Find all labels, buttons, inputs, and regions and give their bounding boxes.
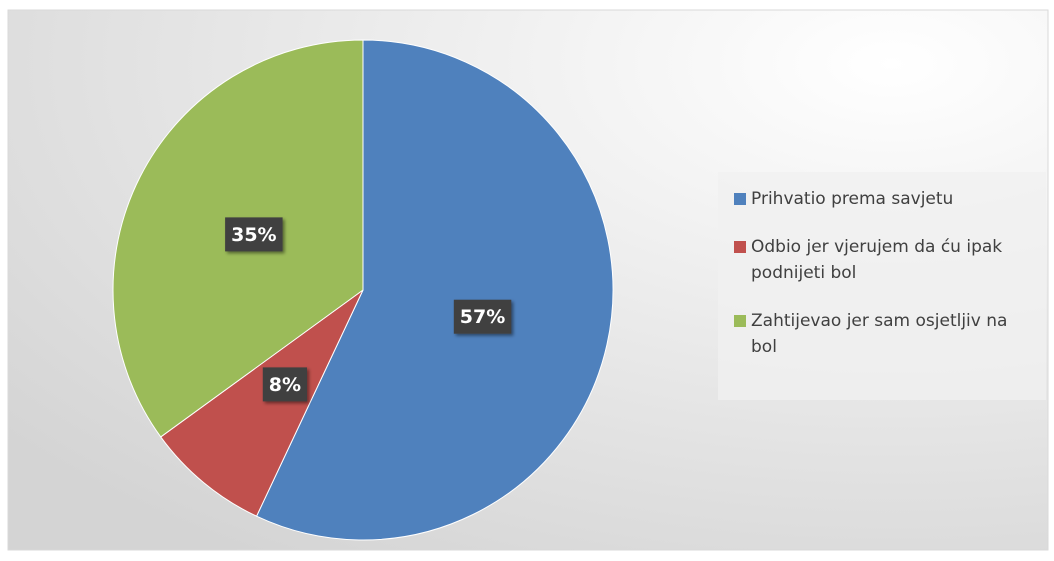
data-label-box	[262, 367, 308, 402]
data-label: 35%	[225, 217, 283, 252]
legend: Prihvatio prema savjetu Odbio jer vjeruje…	[718, 172, 1046, 400]
legend-entry: Odbio jer vjerujem da ću ipak podnijeti …	[734, 234, 1036, 286]
pie-slice	[160, 289, 364, 517]
legend-label: Zahtijevao jer sam osjetljiv na bol	[751, 311, 1008, 357]
pie-slice	[255, 39, 614, 541]
data-label-box	[225, 217, 283, 252]
legend-swatch	[734, 315, 746, 327]
legend-swatch	[734, 193, 746, 205]
data-label: 8%	[262, 367, 308, 402]
legend-label: Prihvatio prema savjetu	[751, 189, 954, 209]
data-label: 57%	[453, 299, 512, 334]
legend-label: Odbio jer vjerujem da ću ipak podnijeti …	[751, 237, 1003, 283]
legend-swatch	[734, 241, 746, 253]
legend-entry: Zahtijevao jer sam osjetljiv na bol	[734, 308, 1036, 360]
data-label-text: 35%	[231, 224, 276, 246]
data-label-text: 8%	[269, 374, 301, 396]
data-label-text: 57%	[460, 306, 505, 328]
legend-entry: Prihvatio prema savjetu	[734, 186, 1036, 212]
data-label-box	[453, 299, 512, 334]
